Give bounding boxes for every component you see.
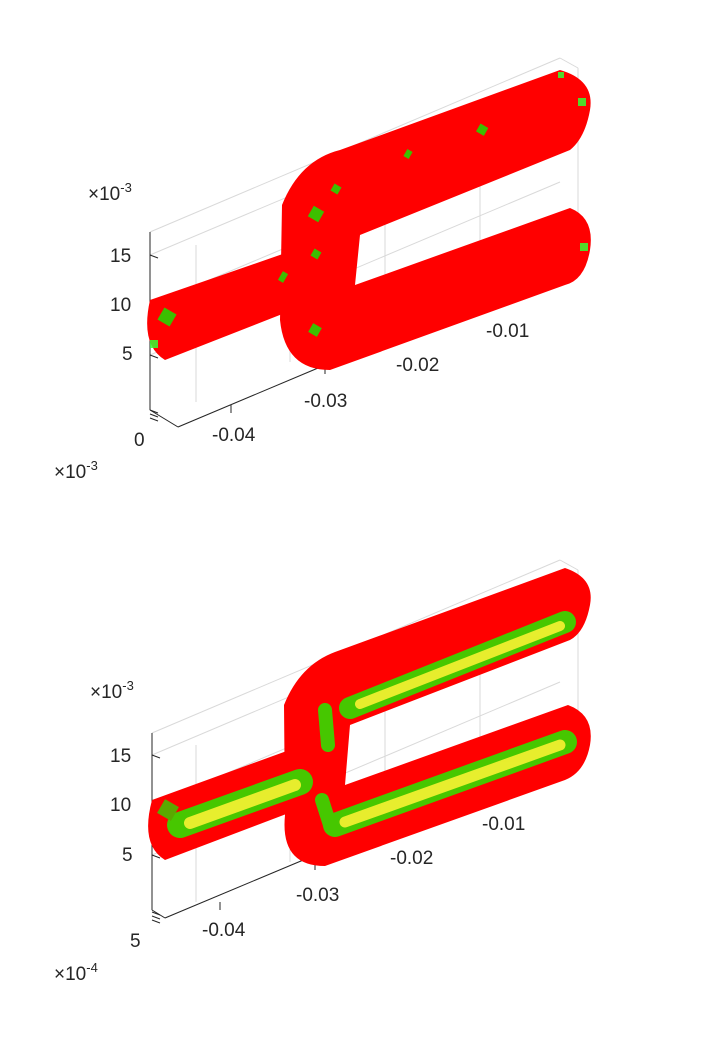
plot-bottom-svg: 15 10 5 5 -0.04 -0.03 -0.02 -0.01 ×10-3 … bbox=[54, 559, 591, 985]
z-tick-label: 10 bbox=[110, 795, 131, 816]
z-tick-label: 15 bbox=[110, 746, 131, 767]
tube-body-top bbox=[147, 70, 591, 370]
x-tick-label: -0.02 bbox=[396, 355, 439, 376]
tube-speckles-top bbox=[157, 123, 489, 337]
x-tick-label: -0.04 bbox=[212, 425, 256, 446]
z-tick-label: 15 bbox=[110, 246, 131, 267]
z-exponent-label: ×10-3 bbox=[88, 180, 132, 205]
x-tick-label: -0.03 bbox=[296, 885, 339, 906]
plot-panel-bottom: 15 10 5 5 -0.04 -0.03 -0.02 -0.01 ×10-3 … bbox=[0, 500, 710, 1020]
x-tick-label: -0.02 bbox=[390, 848, 433, 869]
plot-panel-top: 15 10 5 0 -0.04 -0.03 -0.02 -0.01 ×10-3 … bbox=[0, 0, 710, 500]
plot-top-svg: 15 10 5 0 -0.04 -0.03 -0.02 -0.01 ×10-3 … bbox=[54, 57, 591, 483]
tube-body-bottom bbox=[148, 568, 591, 866]
y-tick-label: 5 bbox=[130, 931, 141, 952]
z-exponent-label: ×10-3 bbox=[90, 678, 134, 703]
z-tick-label: 5 bbox=[122, 344, 133, 365]
tube-stem-top bbox=[147, 248, 318, 360]
x-tick-label: -0.04 bbox=[202, 920, 246, 941]
z-tick-label: 10 bbox=[110, 295, 131, 316]
y-exponent-label: ×10-3 bbox=[54, 458, 98, 483]
stem-cap-speckle bbox=[157, 799, 179, 821]
y-exponent-label: ×10-4 bbox=[54, 960, 98, 985]
x-tick-label: -0.01 bbox=[486, 321, 529, 342]
z-tick-label: 5 bbox=[122, 845, 133, 866]
x-tick-label: -0.03 bbox=[304, 391, 347, 412]
tube-core-bottom bbox=[184, 621, 566, 829]
tube-bend-top bbox=[280, 70, 591, 370]
tube-edge-green-top bbox=[150, 72, 588, 348]
x-tick-label: -0.01 bbox=[482, 814, 525, 835]
y-tick-label: 0 bbox=[134, 430, 145, 451]
